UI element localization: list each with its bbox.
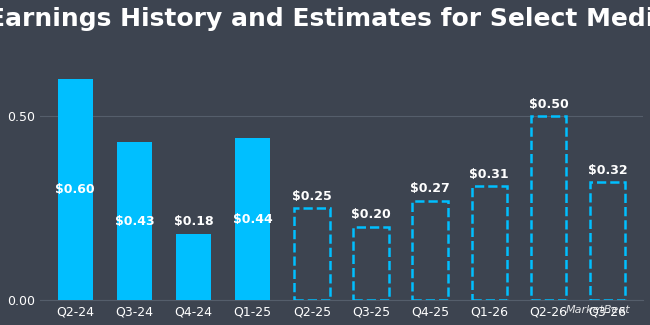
Text: $0.60: $0.60 (55, 183, 95, 196)
Title: Earnings History and Estimates for Select Medical: Earnings History and Estimates for Selec… (0, 7, 650, 31)
Bar (117, 142, 152, 300)
Bar (471, 186, 507, 300)
Bar (235, 138, 270, 300)
Bar (590, 182, 625, 300)
Bar (58, 79, 93, 300)
Bar (294, 208, 330, 300)
Bar (353, 227, 389, 300)
Bar (412, 201, 448, 300)
Text: $0.31: $0.31 (469, 168, 509, 181)
Text: $0.44: $0.44 (233, 213, 272, 226)
Text: $0.25: $0.25 (292, 190, 332, 203)
Bar (530, 116, 566, 300)
Bar (176, 234, 211, 300)
Text: $0.43: $0.43 (114, 214, 154, 227)
Text: MarketBeat: MarketBeat (566, 305, 630, 315)
Text: $0.27: $0.27 (410, 182, 450, 195)
Text: $0.32: $0.32 (588, 164, 627, 177)
Text: $0.20: $0.20 (351, 208, 391, 221)
Text: $0.50: $0.50 (528, 98, 568, 111)
Text: $0.18: $0.18 (174, 215, 213, 228)
